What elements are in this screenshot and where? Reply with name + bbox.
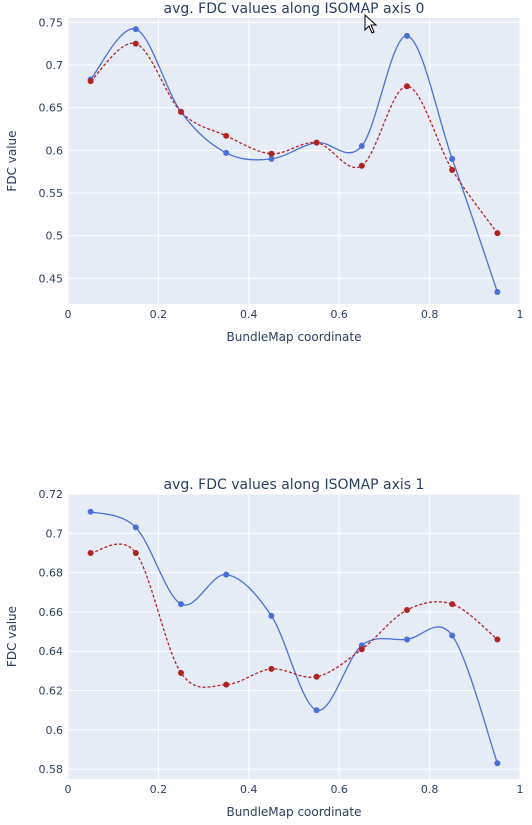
data-point [358, 646, 365, 653]
mouse-cursor-icon [364, 14, 378, 34]
y-tick-label: 0.7 [46, 59, 64, 72]
data-point [132, 26, 139, 33]
data-point [494, 760, 501, 767]
data-point [268, 150, 275, 157]
x-tick-label: 1 [517, 783, 524, 796]
data-point [494, 289, 501, 296]
data-point [268, 665, 275, 672]
y-tick-label: 0.55 [39, 187, 64, 200]
data-point [268, 155, 275, 162]
data-point [87, 549, 94, 556]
data-point [358, 162, 365, 169]
y-tick-label: 0.6 [46, 144, 64, 157]
data-point [494, 636, 501, 643]
y-tick-label: 0.5 [46, 230, 64, 243]
data-point [223, 132, 230, 139]
data-point [313, 139, 320, 146]
x-tick-label: 0.2 [150, 783, 168, 796]
x-tick-label: 0.2 [150, 308, 168, 321]
data-point [449, 166, 456, 173]
data-point [132, 549, 139, 556]
chart-isomap-axis-1: 0.58 0.6 0.62 0.64 0.66 0.68 0.7 0.72 0 0.2 0.4 0.6… [5, 477, 524, 819]
data-point [449, 155, 456, 162]
y-tick-label: 0.58 [39, 763, 64, 776]
data-point [358, 143, 365, 150]
x-tick-label: 0.4 [240, 783, 258, 796]
data-point [223, 681, 230, 688]
series-line [90, 42, 498, 234]
data-point [178, 669, 184, 676]
y-axis-title: FDC value [5, 606, 19, 667]
x-tick-label: 0.4 [240, 308, 258, 321]
data-point [132, 40, 139, 47]
x-tick-label: 0.6 [330, 783, 348, 796]
y-axis-title: FDC value [5, 130, 19, 191]
chart-title: avg. FDC values along ISOMAP axis 1 [164, 477, 425, 493]
data-point [404, 83, 410, 90]
x-tick-label: 0 [65, 783, 72, 796]
chart-title: avg. FDC values along ISOMAP axis 0 [164, 1, 425, 17]
x-tick-label: 0.8 [421, 308, 439, 321]
data-point [223, 571, 230, 578]
x-axis-title: BundleMap coordinate [227, 330, 362, 344]
data-point [404, 32, 410, 39]
y-tick-label: 0.75 [39, 16, 64, 29]
y-tick-label: 0.62 [39, 685, 64, 698]
y-tick-label: 0.72 [39, 488, 64, 501]
data-point [132, 524, 139, 531]
y-tick-label: 0.6 [46, 724, 64, 737]
data-point [178, 601, 184, 608]
plot-area [68, 494, 520, 779]
chart-isomap-axis-0: 0.45 0.5 0.55 0.6 0.65 0.7 0.75 0 0.2 0.4 0.6 0.8 1 a… [5, 1, 524, 344]
data-point [449, 601, 456, 608]
data-point [313, 707, 320, 714]
data-point [404, 606, 410, 613]
data-point [494, 230, 501, 237]
x-tick-label: 0.8 [421, 783, 439, 796]
x-tick-label: 0.6 [330, 308, 348, 321]
x-axis-title: BundleMap coordinate [227, 805, 362, 819]
y-tick-label: 0.66 [39, 606, 64, 619]
y-tick-label: 0.68 [39, 567, 64, 580]
x-tick-label: 1 [517, 308, 524, 321]
data-point [449, 632, 456, 639]
data-point [404, 636, 410, 643]
series-line [90, 511, 499, 764]
x-tick-label: 0 [65, 308, 72, 321]
data-point [178, 108, 184, 115]
data-point [87, 508, 94, 515]
y-tick-label: 0.7 [46, 527, 64, 540]
y-tick-label: 0.45 [39, 272, 64, 285]
data-point [223, 149, 230, 156]
data-point [313, 673, 320, 680]
data-point [87, 78, 94, 85]
series-line [90, 543, 498, 688]
y-tick-label: 0.64 [39, 645, 64, 658]
plot-area [68, 18, 520, 304]
data-point [268, 612, 275, 619]
y-tick-label: 0.65 [39, 102, 64, 115]
